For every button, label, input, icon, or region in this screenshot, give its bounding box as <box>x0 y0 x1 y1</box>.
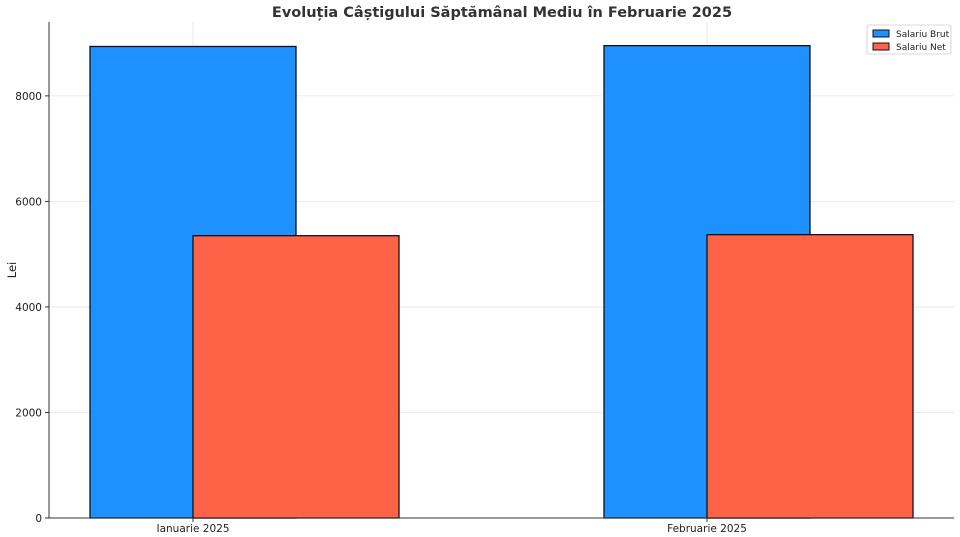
y-tick-label: 6000 <box>15 196 42 208</box>
legend-label-salariu-net: Salariu Net <box>896 43 946 53</box>
legend-label-salariu-brut: Salariu Brut <box>896 30 950 40</box>
bars <box>89 44 914 519</box>
y-tick-label: 8000 <box>15 91 42 103</box>
bar-salariu-net-0 <box>192 235 400 519</box>
bar-salariu-net-1 <box>706 233 914 519</box>
axes: 0 2000 4000 6000 8000 Ianuarie 2025 Februarie … <box>15 22 954 535</box>
y-axis-label: Lei <box>5 262 19 278</box>
legend-swatch-salariu-brut <box>872 29 890 38</box>
y-tick-label: 4000 <box>15 302 42 314</box>
x-tick-label: Februarie 2025 <box>667 523 747 535</box>
legend: Salariu Brut Salariu Net <box>866 24 952 55</box>
y-tick-label: 0 <box>35 513 42 525</box>
chart-title: Evoluția Câștigului Săptămânal Mediu în … <box>272 5 732 21</box>
legend-swatch-salariu-net <box>872 42 890 51</box>
y-tick-label: 2000 <box>15 407 42 419</box>
x-tick-label: Ianuarie 2025 <box>156 523 229 535</box>
